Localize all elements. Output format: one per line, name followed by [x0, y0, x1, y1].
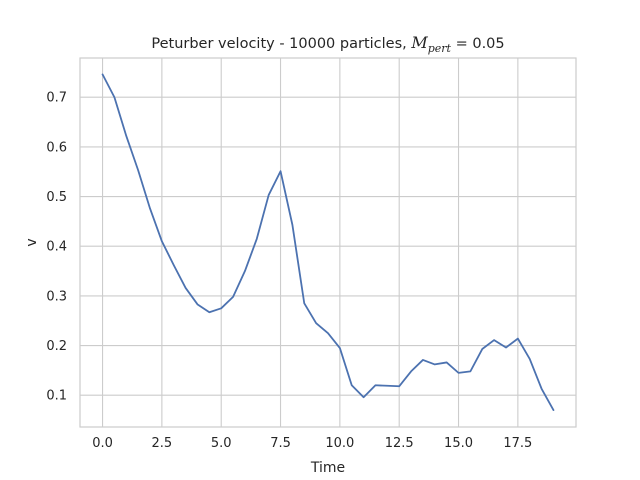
x-tick-label: 7.5: [270, 436, 291, 451]
chart-title-prefix: Peturber velocity - 10000 particles,: [151, 36, 411, 52]
x-tick-label: 15.0: [444, 436, 473, 451]
x-gridlines: [101, 58, 519, 427]
x-tick-label: 10.0: [325, 436, 354, 451]
x-tick-label: 5.0: [211, 436, 232, 451]
y-tick-label: 0.2: [46, 339, 67, 354]
chart-title-math-var: M: [410, 33, 428, 52]
y-tick-label: 0.1: [46, 389, 67, 404]
x-tick-label: 0.0: [92, 436, 113, 451]
chart-title: Peturber velocity - 10000 particles, Mpe…: [151, 33, 504, 55]
y-gridlines: [80, 96, 576, 396]
x-axis-label: Time: [310, 460, 345, 476]
x-tick-label: 17.5: [503, 436, 532, 451]
y-tick-label: 0.3: [46, 289, 67, 304]
y-tick-label: 0.7: [46, 91, 67, 106]
y-axis-label: v: [24, 238, 40, 246]
chart-title-suffix: = 0.05: [451, 36, 505, 52]
x-tick-labels: 0.0 2.5 5.0 7.5 10.0 12.5 15.0 17.5: [92, 436, 532, 451]
chart-title-math-sub: pert: [428, 42, 452, 55]
y-tick-labels: 0.1 0.2 0.3 0.4 0.5 0.6 0.7: [46, 91, 67, 404]
velocity-series-line: [101, 73, 555, 412]
y-tick-label: 0.4: [46, 240, 67, 255]
x-tick-label: 12.5: [385, 436, 414, 451]
plot-area-frame: [79, 57, 577, 428]
y-tick-label: 0.5: [46, 190, 67, 205]
x-tick-label: 2.5: [152, 436, 173, 451]
y-tick-label: 0.6: [46, 140, 67, 155]
